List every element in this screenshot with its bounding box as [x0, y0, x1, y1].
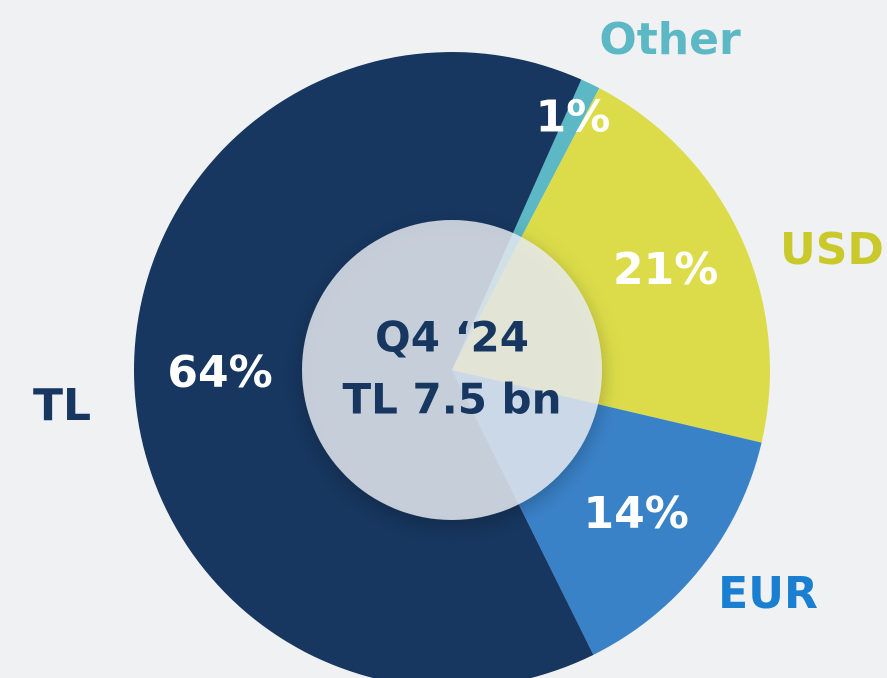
value-label: 14% — [584, 488, 689, 539]
center-label: Q4 ‘24 — [375, 313, 529, 362]
value-label: 64% — [167, 347, 272, 398]
category-label: TL — [33, 380, 91, 431]
category-label: EUR — [718, 568, 818, 619]
labels: 1% Other 21% USD 14% EUR 64% TL Q4 ‘24 TL 7.5 bn — [33, 14, 884, 619]
value-label: 1% — [536, 92, 611, 143]
value-label: 21% — [613, 244, 718, 295]
category-label: USD — [780, 224, 884, 275]
category-label: Other — [599, 14, 741, 65]
center-label: TL 7.5 bn — [342, 375, 561, 424]
center-circle — [302, 220, 602, 520]
